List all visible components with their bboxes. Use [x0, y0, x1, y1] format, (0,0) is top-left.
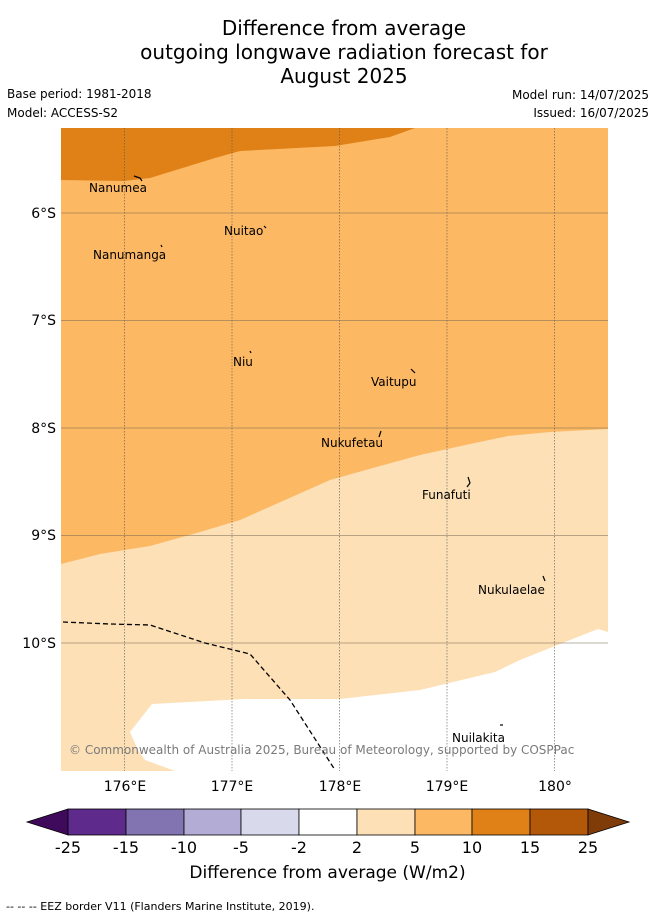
gridlines [124, 128, 555, 771]
issued-text: Issued: 16/07/2025 [533, 106, 649, 120]
eez-border-line [62, 621, 336, 771]
cb-tick-1: -15 [113, 838, 139, 857]
colorbar-swatch-7 [414, 808, 473, 836]
copyright-text: © Commonwealth of Australia 2025, Bureau… [69, 743, 574, 757]
lat-label-7s: 7°S [31, 313, 56, 329]
place-label-nukulaelae: Nukulaelae [478, 583, 545, 597]
band-10-to-15 [61, 128, 415, 181]
island-marks [133, 175, 546, 726]
colorbar-extend-high [587, 808, 631, 836]
colorbar-swatch-3 [183, 808, 242, 836]
model-text: Model: ACCESS-S2 [7, 106, 119, 120]
footnote-eez: -- -- -- EEZ border V11 (Flanders Marine… [6, 900, 315, 913]
title-line-1: Difference from average [221, 16, 467, 40]
place-label-nukufetau: Nukufetau [321, 436, 383, 450]
lat-tick-labels: 6°S 7°S 8°S 9°S 10°S [22, 206, 56, 652]
base-period-text: Base period: 1981-2018 [7, 87, 152, 101]
place-label-vaitupu: Vaitupu [371, 375, 417, 389]
band-5-to-10 [61, 128, 608, 564]
place-label-niu: Niu [233, 355, 253, 369]
colorbar-swatch-5 [298, 808, 358, 836]
colorbar-swatch-1 [67, 808, 127, 836]
colorbar [25, 808, 631, 836]
place-label-nanumanga: Nanumanga [93, 248, 166, 262]
colorbar-extend-low [25, 808, 69, 836]
lon-label-177e: 177°E [211, 779, 254, 795]
lon-label-176e: 176°E [104, 779, 147, 795]
place-label-nuilakita: Nuilakita [452, 731, 505, 745]
cb-tick-4: -2 [291, 838, 307, 857]
cb-tick-7: 10 [462, 838, 482, 857]
lon-label-179e: 179°E [426, 779, 469, 795]
cb-tick-0: -25 [55, 838, 81, 857]
lat-label-8s: 8°S [31, 421, 56, 437]
cb-tick-8: 15 [520, 838, 540, 857]
colorbar-swatch-4 [240, 808, 300, 836]
cb-tick-6: 5 [410, 838, 420, 857]
lat-gridlines [61, 212, 608, 644]
lat-label-9s: 9°S [31, 528, 56, 544]
cb-tick-3: -5 [233, 838, 249, 857]
colorbar-swatch-9 [529, 808, 589, 836]
place-labels: Nanumea Nuitao Nanumanga Niu Vaitupu Nuk… [89, 181, 545, 745]
colorbar-label: Difference from average (W/m2) [189, 863, 466, 883]
title-line-2: outgoing longwave radiation forecast for [140, 40, 548, 64]
cb-tick-9: 25 [578, 838, 598, 857]
lat-label-10s: 10°S [22, 636, 56, 652]
cb-tick-2: -10 [171, 838, 197, 857]
title-line-3: August 2025 [280, 64, 408, 88]
lon-label-178e: 178°E [319, 779, 362, 795]
lon-tick-labels: 176°E 177°E 178°E 179°E 180° [104, 779, 572, 795]
model-run-text: Model run: 14/07/2025 [511, 88, 649, 102]
lat-label-6s: 6°S [31, 206, 56, 222]
lon-label-180: 180° [538, 779, 572, 795]
place-label-nanumea: Nanumea [89, 181, 147, 195]
cb-tick-5: 2 [352, 838, 362, 857]
chart-title: Difference from average outgoing longwav… [0, 16, 655, 88]
colorbar-swatch-6 [356, 808, 416, 836]
colorbar-swatch-8 [471, 808, 531, 836]
place-label-nuitao: Nuitao [224, 224, 263, 238]
colorbar-tick-labels: -25 -15 -10 -5 -2 2 5 10 15 25 [55, 838, 598, 857]
colorbar-swatch-2 [125, 808, 185, 836]
place-label-funafuti: Funafuti [422, 488, 471, 502]
map-area: Nanumea Nuitao Nanumanga Niu Vaitupu Nuk… [61, 128, 608, 771]
